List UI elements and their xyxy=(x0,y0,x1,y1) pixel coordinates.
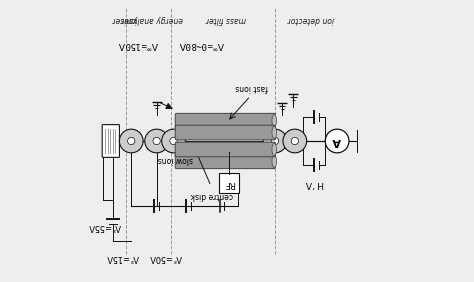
Circle shape xyxy=(283,129,307,153)
Ellipse shape xyxy=(272,126,276,139)
Text: $\Lambda^{s}$=55$\Lambda$: $\Lambda^{s}$=55$\Lambda$ xyxy=(87,221,122,233)
Text: RF: RF xyxy=(224,179,235,188)
Circle shape xyxy=(170,137,177,145)
Text: energy analyser: energy analyser xyxy=(121,15,183,24)
Text: $\Lambda^{\infty}$=0~80$\Lambda$: $\Lambda^{\infty}$=0~80$\Lambda$ xyxy=(178,39,225,51)
FancyBboxPatch shape xyxy=(175,154,275,169)
Circle shape xyxy=(128,137,135,145)
Text: centre disk: centre disk xyxy=(191,191,233,200)
Ellipse shape xyxy=(272,143,276,156)
Text: $\Lambda^{s}$=50$\Lambda$: $\Lambda^{s}$=50$\Lambda$ xyxy=(149,252,183,264)
Text: $\Lambda^{\infty}$=150$\Lambda$: $\Lambda^{\infty}$=150$\Lambda$ xyxy=(118,39,159,51)
FancyBboxPatch shape xyxy=(219,173,239,193)
Text: A: A xyxy=(333,136,341,146)
Text: slow ions: slow ions xyxy=(158,155,193,164)
Circle shape xyxy=(145,129,168,153)
FancyBboxPatch shape xyxy=(102,125,119,157)
Circle shape xyxy=(119,129,143,153)
Circle shape xyxy=(325,129,349,153)
Text: ion detector: ion detector xyxy=(287,15,334,24)
Text: H '$\Lambda$: H '$\Lambda$ xyxy=(304,179,325,190)
Circle shape xyxy=(162,129,185,153)
FancyBboxPatch shape xyxy=(175,125,275,140)
Circle shape xyxy=(291,137,299,145)
Text: fast ions: fast ions xyxy=(236,83,268,92)
FancyBboxPatch shape xyxy=(175,113,275,128)
Circle shape xyxy=(272,137,279,145)
Ellipse shape xyxy=(272,114,276,127)
Text: ioniser: ioniser xyxy=(111,15,137,24)
Circle shape xyxy=(263,129,287,153)
Text: mass filter: mass filter xyxy=(206,15,246,24)
Text: $\Lambda^{s}$=15$\Lambda$: $\Lambda^{s}$=15$\Lambda$ xyxy=(106,252,140,264)
FancyBboxPatch shape xyxy=(175,142,275,157)
Ellipse shape xyxy=(272,155,276,168)
Circle shape xyxy=(153,137,160,145)
